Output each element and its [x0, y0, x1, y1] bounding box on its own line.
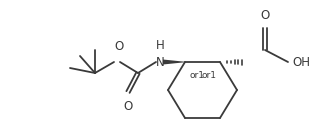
Text: OH: OH — [292, 55, 310, 68]
Text: or1: or1 — [189, 71, 204, 80]
Text: O: O — [261, 9, 270, 22]
Text: O: O — [114, 40, 124, 53]
Text: H: H — [156, 39, 164, 52]
Text: or1: or1 — [201, 71, 216, 80]
Polygon shape — [163, 59, 185, 64]
Text: O: O — [123, 100, 133, 113]
Text: N: N — [156, 57, 164, 70]
